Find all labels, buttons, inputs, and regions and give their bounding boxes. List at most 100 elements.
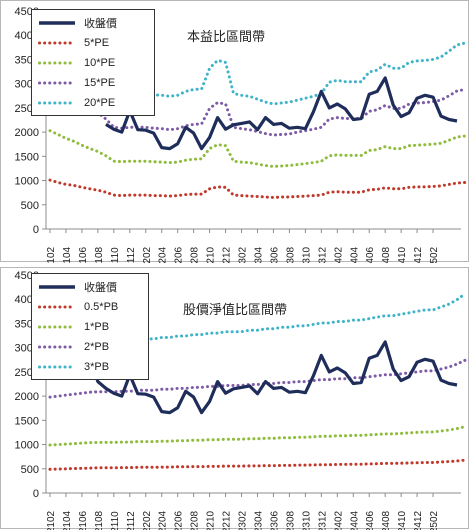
y-tick-label: 1000 — [15, 440, 39, 452]
x-tick-label: 2406 — [365, 510, 376, 530]
x-tick-label: 2102 — [46, 510, 57, 530]
legend-item-2pb: 2*PB — [38, 337, 142, 357]
x-tick-label: 2310 — [301, 246, 312, 263]
y-tick-label: 1500 — [15, 415, 39, 427]
series-line-2 — [48, 425, 467, 447]
x-tick-label: 2306 — [269, 246, 280, 263]
x-tick-label: 2412 — [413, 246, 424, 263]
legend-label: 收盤價 — [84, 282, 117, 294]
legend-item-15pe: 15*PE — [38, 73, 148, 93]
x-tick-label: 2408 — [381, 510, 392, 530]
x-tick-label: 2202 — [142, 510, 153, 530]
x-tick-label: 2408 — [381, 246, 392, 263]
chart-title: 本益比區間帶 — [187, 29, 266, 44]
legend-label: 20*PE — [84, 97, 116, 109]
x-tick-label: 2204 — [158, 510, 169, 530]
legend-label: 0.5*PB — [84, 301, 119, 313]
x-tick-label: 2502 — [429, 246, 440, 263]
x-tick-label: 2308 — [285, 510, 296, 530]
series-line-4 — [48, 31, 467, 106]
x-tick-label: 2210 — [206, 510, 217, 530]
x-tick-label: 2402 — [333, 246, 344, 263]
series-line-0 — [88, 340, 458, 415]
x-tick-label: 2108 — [94, 246, 105, 263]
legend-item-20pe: 20*PE — [38, 93, 148, 113]
x-tick-label: 2404 — [349, 510, 360, 530]
y-tick-label: 0 — [33, 488, 39, 500]
y-tick-label: 2000 — [15, 127, 39, 139]
series-line-0 — [105, 76, 458, 151]
legend-label: 1*PB — [84, 321, 110, 333]
y-tick-label: 500 — [21, 464, 39, 476]
legend-item-10pe: 10*PE — [38, 53, 148, 73]
x-tick-label: 2206 — [174, 510, 185, 530]
series-line-2 — [48, 129, 467, 169]
legend-swatch — [38, 305, 76, 309]
legend-swatch — [38, 365, 76, 369]
legend-swatch — [38, 81, 76, 85]
legend-swatch — [38, 41, 76, 45]
legend-label: 收盤價 — [84, 18, 117, 30]
x-tick-label: 2108 — [94, 510, 105, 530]
x-tick-label: 2212 — [222, 246, 233, 263]
legend-swatch — [39, 285, 75, 289]
pb-band-chart-panel: 0 500 1000 1500 2000 2500 3000 3500 4000 4500 2102… — [0, 267, 469, 530]
legend-item-close-price: 收盤價 — [38, 13, 148, 33]
x-tick-label: 2306 — [269, 510, 280, 530]
x-tick-label: 2304 — [253, 510, 264, 530]
x-tick-label: 2312 — [317, 246, 328, 263]
pb-band-chart: 0500100015002000250030003500400045002102… — [15, 270, 467, 530]
series-line-1 — [48, 458, 467, 471]
x-tick-label: 2112 — [126, 511, 137, 530]
y-tick-label: 2000 — [15, 391, 39, 403]
legend-item-3pb: 3*PB — [38, 357, 142, 377]
x-tick-label: 2202 — [142, 246, 153, 263]
legend-item-close-price: 收盤價 — [38, 277, 142, 297]
x-tick-label: 2312 — [317, 510, 328, 530]
x-tick-label: 2304 — [253, 246, 264, 263]
legend-label: 2*PB — [84, 341, 110, 353]
y-tick-label: 1500 — [15, 151, 39, 163]
legend-item-1pb: 1*PB — [38, 317, 142, 337]
legend-label: 3*PB — [84, 361, 110, 373]
series-line-4 — [48, 292, 467, 351]
legend-label: 10*PE — [84, 57, 116, 69]
y-tick-label: 0 — [33, 224, 39, 236]
legend-label: 15*PE — [84, 77, 116, 89]
legend-swatch — [38, 325, 76, 329]
x-tick-label: 2208 — [190, 510, 201, 530]
x-tick-label: 2412 — [413, 510, 424, 530]
x-tick-label: 2402 — [333, 510, 344, 530]
x-tick-label: 2110 — [110, 511, 121, 530]
chart-title: 股價淨值比區間帶 — [183, 302, 288, 317]
x-tick-label: 2204 — [158, 246, 169, 263]
legend-item-05pb: 0.5*PB — [38, 297, 142, 317]
x-tick-label: 2410 — [397, 510, 408, 530]
x-tick-label: 2104 — [62, 510, 73, 530]
chart-legend: 收盤價 0.5*PB 1*PB 2*PB 3*PB — [31, 273, 149, 380]
x-tick-label: 2208 — [190, 246, 201, 263]
x-tick-label: 2112 — [126, 247, 137, 263]
x-tick-label: 2310 — [301, 510, 312, 530]
legend-label: 5*PE — [84, 37, 110, 49]
x-tick-label: 2302 — [238, 246, 249, 263]
x-tick-label: 2410 — [397, 246, 408, 263]
legend-swatch — [39, 21, 75, 25]
legend-swatch — [38, 61, 76, 65]
pe-band-chart-panel: 0 500 1000 1500 2000 2500 3000 3500 4000 4500 2102… — [0, 0, 469, 263]
chart-legend: 收盤價 5*PE 10*PE 15*PE 20*PE — [31, 9, 155, 116]
x-tick-label: 2210 — [206, 246, 217, 263]
series-line-1 — [48, 178, 467, 200]
x-tick-label: 2404 — [349, 246, 360, 263]
x-tick-label: 2212 — [222, 510, 233, 530]
x-tick-label: 2102 — [46, 246, 57, 263]
y-tick-label: 500 — [21, 200, 39, 212]
x-tick-label: 2502 — [429, 510, 440, 530]
y-tick-label: 1000 — [15, 176, 39, 188]
legend-swatch — [38, 101, 76, 105]
x-tick-label: 2302 — [238, 510, 249, 530]
x-tick-label: 2106 — [78, 510, 89, 530]
x-tick-label: 2110 — [110, 247, 121, 263]
x-tick-label: 2406 — [365, 246, 376, 263]
